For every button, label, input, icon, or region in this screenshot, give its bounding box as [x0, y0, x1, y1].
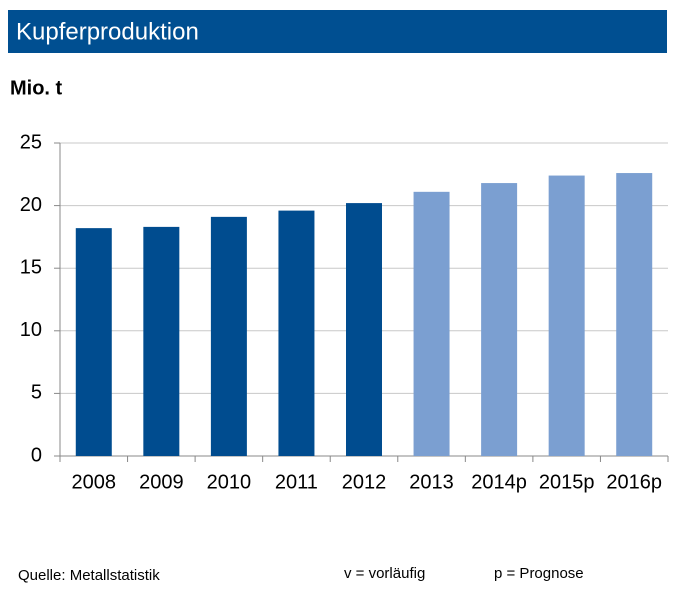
bar	[481, 183, 518, 456]
x-tick-label: 2009	[139, 471, 184, 493]
x-tick-label: 2016p	[606, 471, 662, 493]
chart-title: Kupferproduktion	[16, 18, 199, 45]
bar	[278, 210, 315, 456]
y-tick-label: 0	[31, 444, 42, 466]
x-tick-label: 2008	[72, 471, 117, 493]
bar	[75, 228, 112, 456]
y-tick-label: 5	[31, 382, 42, 404]
y-tick-label: 15	[20, 256, 42, 278]
x-tick-label: 2011	[275, 471, 318, 493]
title-banner	[8, 10, 667, 53]
note: v = vorläufig	[344, 565, 425, 582]
note: p = Prognose	[494, 565, 584, 582]
source-note: Quelle: Metallstatistik	[18, 567, 160, 584]
y-tick-label: 10	[20, 319, 42, 341]
y-axis-label: Mio. t	[10, 77, 63, 99]
y-tick-label: 25	[20, 131, 42, 153]
x-tick-label: 2010	[207, 471, 252, 493]
bar	[346, 203, 382, 456]
bar	[210, 216, 247, 456]
x-tick-label: 2013	[409, 471, 454, 493]
bar	[413, 191, 450, 456]
bar	[616, 173, 653, 456]
bar	[143, 226, 180, 456]
y-tick-label: 20	[20, 194, 42, 216]
bar	[548, 175, 585, 456]
x-tick-label: 2012	[342, 471, 387, 493]
x-tick-label: 2015p	[539, 471, 595, 493]
x-tick-label: 2014p	[471, 471, 527, 493]
